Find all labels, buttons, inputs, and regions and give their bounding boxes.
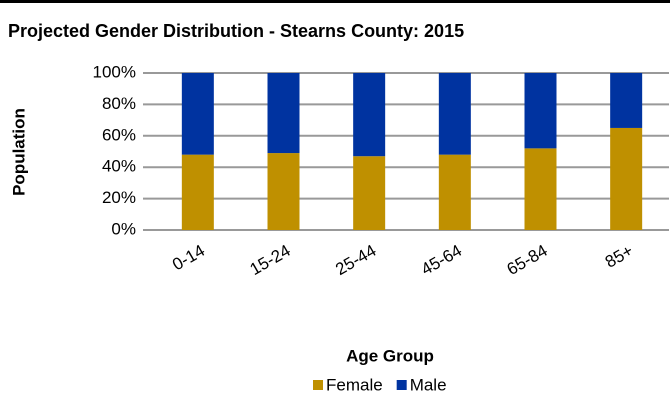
bar-segment: [353, 73, 386, 157]
legend-label: Female: [326, 375, 383, 394]
x-tick-label: 85+: [602, 241, 637, 272]
y-tick-label: 20%: [102, 188, 136, 207]
bar-segment: [267, 153, 300, 230]
x-tick-label: 65-84: [504, 241, 551, 279]
x-tick-label: 0-14: [169, 241, 208, 274]
bar-segment: [181, 73, 214, 155]
y-tick-label: 40%: [102, 157, 136, 176]
x-tick-label: 25-44: [332, 241, 379, 279]
top-border: [0, 0, 670, 3]
x-tick-label: 15-24: [247, 241, 294, 279]
y-tick-label: 80%: [102, 94, 136, 113]
y-tick-label: 0%: [111, 219, 136, 238]
y-tick-label: 100%: [93, 62, 136, 81]
bar-segment: [267, 73, 300, 154]
bar-segment: [524, 73, 557, 149]
bar-segment: [610, 73, 643, 128]
x-tick-label: 45-64: [418, 241, 465, 279]
legend-label: Male: [410, 375, 447, 394]
bar-segment: [524, 148, 557, 230]
x-axis-title: Age Group: [346, 346, 434, 365]
chart-title: Projected Gender Distribution - Stearns …: [8, 21, 464, 41]
bar-segment: [353, 156, 386, 230]
legend-swatch: [396, 380, 407, 390]
y-axis-title: Population: [9, 108, 28, 196]
y-tick-label: 60%: [102, 125, 136, 144]
bar-segment: [438, 73, 471, 155]
bar-segment: [181, 154, 214, 230]
bar-segment: [438, 154, 471, 230]
bar-segment: [610, 127, 643, 230]
legend-swatch: [313, 380, 323, 390]
